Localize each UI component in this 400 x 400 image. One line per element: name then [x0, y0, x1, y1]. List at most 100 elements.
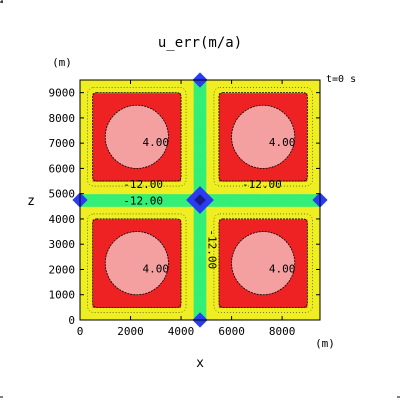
heatmap-cell — [269, 206, 283, 220]
heatmap-cell — [155, 168, 169, 182]
heatmap-cell — [168, 244, 182, 258]
x-axis-label: x — [196, 356, 204, 371]
heatmap-cell — [307, 80, 321, 94]
heatmap-cell — [282, 294, 296, 308]
heatmap-cell — [193, 231, 207, 245]
heatmap-cell — [256, 294, 270, 308]
heatmap-cell — [181, 92, 195, 106]
heatmap-cell — [92, 206, 106, 220]
heatmap-cell — [80, 117, 94, 132]
heatmap-cell — [231, 193, 245, 207]
heatmap-cell — [218, 307, 233, 321]
heatmap-cell — [282, 307, 296, 321]
heatmap-cell — [294, 282, 308, 296]
heatmap-cell — [269, 92, 283, 106]
heatmap-cell — [130, 181, 144, 195]
heatmap-cell — [168, 181, 182, 195]
heatmap-cell — [294, 92, 308, 106]
heatmap-cell — [206, 143, 220, 157]
heatmap-cell — [206, 80, 220, 94]
heatmap-cell — [130, 92, 144, 106]
heatmap-cell — [231, 181, 245, 195]
heatmap-cell — [193, 92, 207, 106]
heatmap-cell — [193, 244, 207, 258]
heatmap-cell — [168, 130, 182, 144]
heatmap-cell — [117, 218, 132, 233]
heatmap-cell — [117, 80, 132, 94]
heatmap-cell — [181, 294, 195, 308]
x-tick-label: 0 — [77, 325, 84, 338]
heatmap-cell — [269, 307, 283, 321]
y-tick-label: 6000 — [49, 162, 76, 175]
heatmap-cell — [206, 130, 220, 144]
heatmap-cell — [218, 80, 233, 94]
heatmap-cell — [256, 80, 270, 94]
time-label: t=0 s — [326, 74, 356, 85]
heatmap-cell — [181, 181, 195, 195]
heatmap-cell — [294, 168, 308, 182]
heatmap-cell — [181, 168, 195, 182]
heatmap-cell — [155, 294, 169, 308]
heatmap-cell — [168, 256, 182, 270]
heatmap-cell — [105, 168, 119, 182]
heatmap-cell — [193, 155, 207, 169]
heatmap-cell — [168, 155, 182, 169]
heatmap-cell — [168, 218, 182, 233]
heatmap-cell — [294, 294, 308, 308]
y-tick-label: 5000 — [49, 188, 76, 201]
heatmap-cell — [269, 168, 283, 182]
heatmap-cell — [105, 80, 119, 94]
heatmap-cell — [181, 130, 195, 144]
contour-label: 4.00 — [269, 262, 296, 275]
heatmap-cell — [80, 105, 94, 119]
heatmap-cell — [117, 181, 132, 195]
heatmap-cell — [307, 244, 321, 258]
heatmap-cell — [231, 206, 245, 220]
heatmap-cell — [130, 80, 144, 94]
contour-circle — [231, 231, 296, 296]
heatmap-cell — [105, 92, 119, 106]
heatmap-cell — [256, 218, 270, 233]
heatmap-cell — [143, 307, 157, 321]
heatmap-cell — [80, 282, 94, 296]
heatmap-cell — [80, 130, 94, 144]
heatmap-cell — [206, 117, 220, 132]
x-tick-label: 8000 — [269, 325, 296, 338]
heatmap-cell — [168, 168, 182, 182]
heatmap-cell — [231, 307, 245, 321]
heatmap-cell — [92, 269, 106, 283]
heatmap-cell — [244, 168, 258, 182]
heatmap-cell — [193, 282, 207, 296]
heatmap-cell — [294, 256, 308, 270]
heatmap-cell — [206, 269, 220, 283]
heatmap-cell — [92, 181, 106, 195]
heatmap-cell — [244, 92, 258, 106]
contour-block-outer — [213, 87, 313, 187]
heatmap-cell — [80, 80, 94, 94]
navy-diamond — [194, 194, 206, 206]
heatmap-cell — [307, 294, 321, 308]
heatmap-cell — [168, 282, 182, 296]
heatmap-cell — [294, 244, 308, 258]
heatmap-cell — [294, 155, 308, 169]
corner-mark-tl — [0, 0, 3, 3]
heatmap-cell — [80, 155, 94, 169]
heatmap-cell — [80, 218, 94, 233]
heatmap-cell — [218, 282, 233, 296]
heatmap-cell — [181, 307, 195, 321]
heatmap-cell — [269, 218, 283, 233]
heatmap-cell — [168, 92, 182, 106]
heatmap-cell — [294, 143, 308, 157]
heatmap-cell — [181, 231, 195, 245]
contour-label: -12.00 — [123, 178, 163, 191]
heatmap-cell — [218, 168, 233, 182]
heatmap-cell — [307, 155, 321, 169]
heatmap-cell — [181, 143, 195, 157]
heatmap-cell — [92, 282, 106, 296]
heatmap-cell — [181, 244, 195, 258]
heatmap-cell — [130, 193, 144, 207]
contour-block — [218, 218, 308, 308]
heatmap-cell — [92, 307, 106, 321]
heatmap-cell — [130, 307, 144, 321]
